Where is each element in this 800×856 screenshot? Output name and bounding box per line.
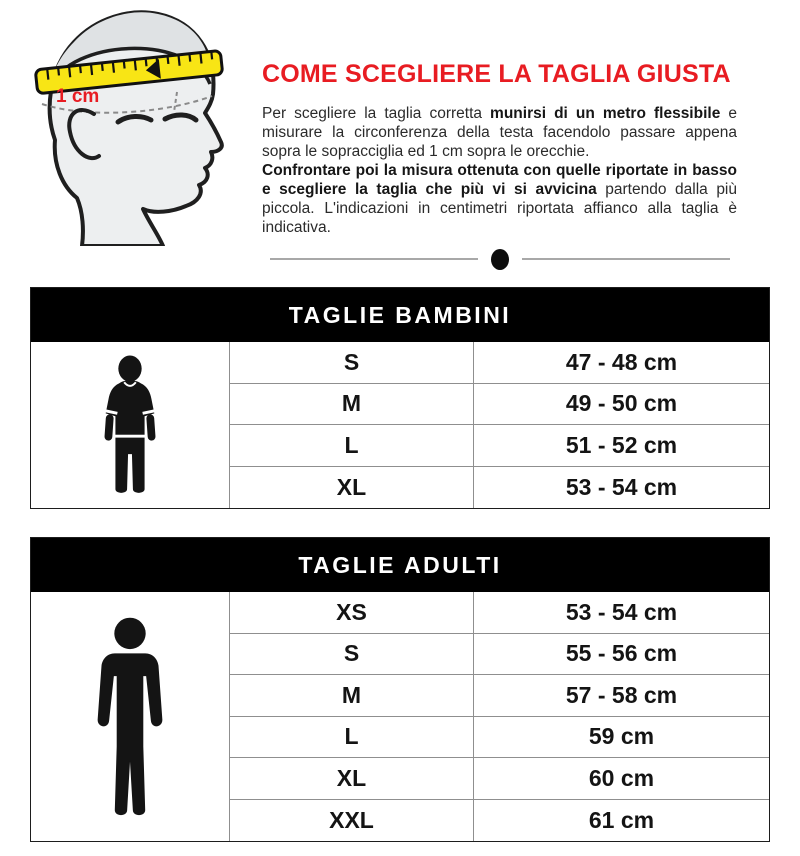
divider-line	[522, 258, 730, 260]
adults-size-table: TAGLIE ADULTI XS 53 - 54 cm S 55 - 56 cm…	[30, 537, 770, 842]
page-title: COME SCEGLIERE LA TAGLIA GIUSTA	[262, 60, 731, 88]
size-range: 59 cm	[588, 723, 655, 750]
table-row: XS 53 - 54 cm	[230, 592, 769, 634]
intro-paragraph: Per scegliere la taglia corretta munirsi…	[262, 104, 737, 237]
size-label: L	[230, 716, 474, 757]
adult-icon	[97, 617, 163, 815]
intro-run: Per scegliere la taglia corretta	[262, 105, 491, 122]
size-label: M	[230, 383, 474, 424]
size-label: L	[230, 425, 474, 466]
intro-copy: COME SCEGLIERE LA TAGLIA GIUSTA Per sceg…	[262, 0, 737, 246]
table-row: S 55 - 56 cm	[230, 633, 769, 675]
size-range: 55 - 56 cm	[565, 640, 678, 667]
tape-distance-label: 1 cm	[56, 86, 99, 107]
table-row: S 47 - 48 cm	[230, 342, 769, 384]
intro-run-bold: munirsi di un metro flessibile	[490, 105, 721, 122]
kids-icon-cell	[31, 342, 230, 508]
table-row: XL 53 - 54 cm	[230, 466, 769, 508]
size-label: XL	[230, 466, 474, 508]
head-measurement-illustration: 1 cm	[0, 0, 262, 248]
size-label: XL	[230, 758, 474, 799]
size-range: 61 cm	[588, 806, 655, 833]
size-label: M	[230, 675, 474, 716]
child-icon	[103, 355, 157, 493]
table-row: XL 60 cm	[230, 758, 769, 800]
size-label: S	[230, 342, 474, 383]
kids-size-table: TAGLIE BAMBINI S 47	[30, 287, 770, 509]
size-range: 49 - 50 cm	[565, 390, 678, 417]
divider-dot-icon	[491, 248, 509, 270]
size-range: 47 - 48 cm	[565, 348, 678, 375]
table-row: M 49 - 50 cm	[230, 383, 769, 425]
table-row: L 51 - 52 cm	[230, 425, 769, 467]
size-range: 57 - 58 cm	[565, 681, 678, 708]
measuring-tape-icon	[34, 49, 224, 95]
adults-icon-cell	[31, 592, 230, 841]
kids-table-title: TAGLIE BAMBINI	[31, 288, 769, 342]
size-range: 51 - 52 cm	[565, 431, 678, 458]
intro-run: partendo dalla più piccola. L'indicazion…	[262, 181, 737, 236]
table-row: L 59 cm	[230, 716, 769, 758]
intro-section: 1 cm COME SCEGLIERE LA TAGLIA GIUSTA Per…	[0, 0, 800, 248]
size-label: XS	[230, 592, 474, 633]
size-label: S	[230, 633, 474, 674]
section-divider	[270, 248, 730, 270]
head-with-tape-icon: 1 cm	[34, 10, 224, 248]
table-row: M 57 - 58 cm	[230, 675, 769, 717]
intro-run: e misurare la circonferenza della testa …	[262, 105, 737, 160]
adults-table-title: TAGLIE ADULTI	[31, 538, 769, 592]
size-range: 60 cm	[588, 764, 655, 791]
intro-run-bold: Confrontare poi la misura ottenuta con q…	[262, 162, 737, 198]
size-range: 53 - 54 cm	[565, 473, 678, 500]
size-label: XXL	[230, 799, 474, 841]
divider-line	[270, 258, 478, 260]
table-row: XXL 61 cm	[230, 799, 769, 841]
size-range: 53 - 54 cm	[565, 598, 678, 625]
